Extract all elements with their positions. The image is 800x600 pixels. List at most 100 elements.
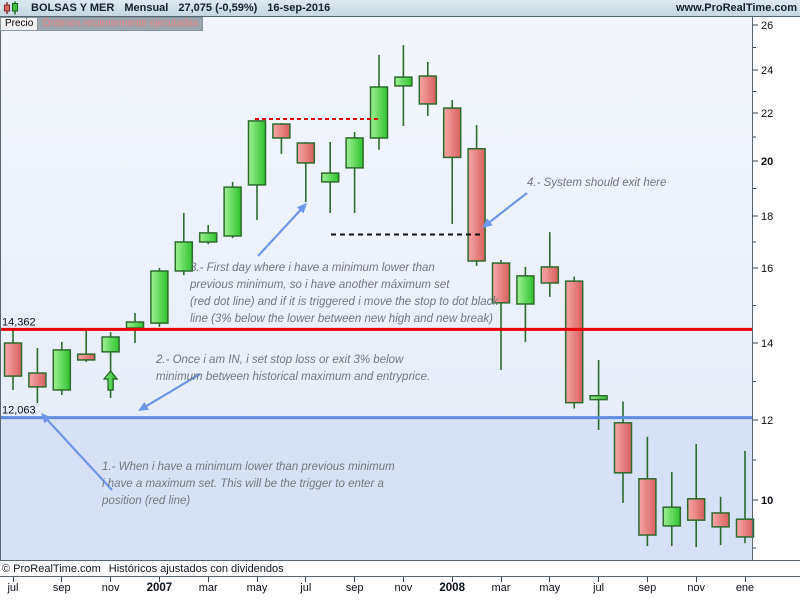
candle-feb-08: [467, 125, 486, 266]
candle-body: [735, 518, 755, 538]
time-tick-label: sep: [638, 582, 657, 594]
candle-body: [418, 75, 438, 105]
candle-dic-07: [418, 61, 438, 116]
candle-body: [28, 372, 47, 388]
candle-ene-09: [735, 450, 755, 544]
time-axis[interactable]: jul sep nov 2007 mar may jul sep nov 2008 mar may ju…: [0, 576, 800, 600]
time-tick-label: jul: [300, 582, 312, 594]
candle-jun-07: [272, 123, 291, 154]
time-tick: [695, 577, 697, 582]
candle-body: [101, 336, 120, 353]
quote-date: 16-sep-2016: [267, 2, 331, 14]
candle-sep-08: [638, 436, 657, 547]
price-tick-label: 18: [761, 211, 773, 223]
candle-dic-08: [711, 496, 730, 546]
entry-price-line-label: 14,362: [2, 316, 36, 328]
price-tick-label: 20: [761, 156, 773, 168]
candle-oct-08: [662, 472, 682, 547]
time-tick-label: nov: [101, 582, 120, 594]
candle-may-08: [540, 232, 560, 297]
copyright-strip: © ProRealTime.com Históricos ajustados c…: [0, 560, 800, 576]
time-tick: [61, 577, 63, 582]
candle-jul-07: [296, 142, 316, 202]
stop-level-line-label: 12,063: [2, 405, 36, 417]
time-tick: [207, 577, 209, 582]
annotation-note-3[interactable]: 3.- First day where i have a minimum low…: [189, 203, 499, 325]
time-tick-label: jul: [7, 582, 19, 594]
note-1-text: 1.- When i have a minimum lower than pre…: [101, 461, 395, 507]
candle-body: [467, 148, 486, 262]
candle-mar-07: [198, 225, 218, 245]
annotation-note-1[interactable]: 1.- When i have a minimum lower than pre…: [41, 413, 395, 507]
note-2-text: 2.- Once i am IN, i set stop loss or exi…: [155, 354, 430, 383]
annotation-note-4[interactable]: 4.- System should exit here: [482, 177, 666, 228]
price-axis[interactable]: 26 24 22 20 18 16 14 12 10: [752, 20, 773, 549]
time-tick: [158, 577, 160, 582]
copyright-text: © ProRealTime.com: [2, 562, 101, 575]
time-tick-label: may: [539, 582, 561, 594]
last-price: 27,075 (-0,59%): [178, 2, 258, 14]
candle-ago-07: [320, 142, 340, 213]
candle-nov-07: [394, 45, 413, 126]
candle-nov-08: [686, 444, 706, 548]
annotation-note-2[interactable]: 2.- Once i am IN, i set stop loss or exi…: [138, 354, 430, 411]
candle-body: [296, 142, 316, 164]
candle-oct-06: [76, 329, 96, 362]
annotation-arrow-head: [296, 203, 307, 214]
candle-body: [369, 86, 389, 139]
time-tick: [256, 577, 258, 582]
time-tick: [305, 577, 307, 582]
note-3-text: 3.- First day where i have a minimum low…: [189, 262, 499, 325]
time-tick: [402, 577, 404, 582]
candles: [3, 45, 755, 548]
tab-precio[interactable]: Precio: [0, 17, 39, 31]
annotation-arrow-head: [138, 402, 149, 411]
time-tick-label: may: [246, 582, 268, 594]
candle-body: [125, 321, 145, 329]
chart-tabs: Precio Órdenes recientemente ejecutadas: [0, 17, 204, 31]
price-tick-label: 12: [761, 415, 773, 427]
dividends-note: Históricos ajustados con dividendos: [108, 562, 284, 575]
candle-body: [564, 280, 584, 404]
candle-may-07: [247, 120, 267, 220]
time-tick: [354, 577, 356, 582]
time-tick: [646, 577, 648, 582]
time-tick: [744, 577, 746, 582]
candle-abr-07: [223, 181, 242, 239]
candle-body: [613, 422, 633, 474]
candlestick-icon: [4, 1, 18, 15]
annotation-arrow-line: [144, 373, 201, 408]
candle-sep-06: [52, 341, 72, 395]
candle-body: [3, 342, 23, 377]
candle-body: [174, 241, 194, 272]
candle-body: [345, 137, 364, 169]
price-axis-background: [753, 17, 800, 560]
candle-ago-06: [28, 348, 47, 404]
candle-jul-06: [3, 329, 23, 390]
prorealtime-link[interactable]: www.ProRealTime.com: [675, 2, 797, 14]
candle-body: [662, 506, 682, 527]
time-tick: [12, 577, 14, 582]
candle-body: [394, 76, 413, 87]
tab-ordenes-ejecutadas[interactable]: Órdenes recientemente ejecutadas: [38, 17, 204, 31]
candle-ene-07: [150, 268, 169, 327]
candle-body: [589, 394, 608, 401]
annotation-arrow-head: [41, 413, 52, 424]
chart-title-bar: BOLSAS Y MER Mensual 27,075 (-0,59%) 16-…: [0, 0, 800, 17]
annotation-arrow-line: [45, 418, 113, 491]
time-tick: [500, 577, 502, 582]
candle-body: [223, 186, 242, 237]
price-chart[interactable]: 14,362 12,063 1.- When i have a minimum lo…: [0, 17, 800, 560]
price-tick-label: 14: [761, 338, 773, 350]
time-tick: [451, 577, 453, 582]
candle-ene-08: [442, 100, 462, 225]
time-tick: [110, 577, 112, 582]
time-tick: [549, 577, 551, 582]
candle-body: [442, 107, 462, 159]
price-tick-label: 26: [761, 20, 773, 32]
time-tick-label: ene: [735, 582, 755, 594]
candle-feb-07: [174, 212, 194, 276]
candle-body: [150, 270, 169, 324]
candle-body: [247, 120, 267, 186]
candle-mar-08: [491, 259, 511, 370]
